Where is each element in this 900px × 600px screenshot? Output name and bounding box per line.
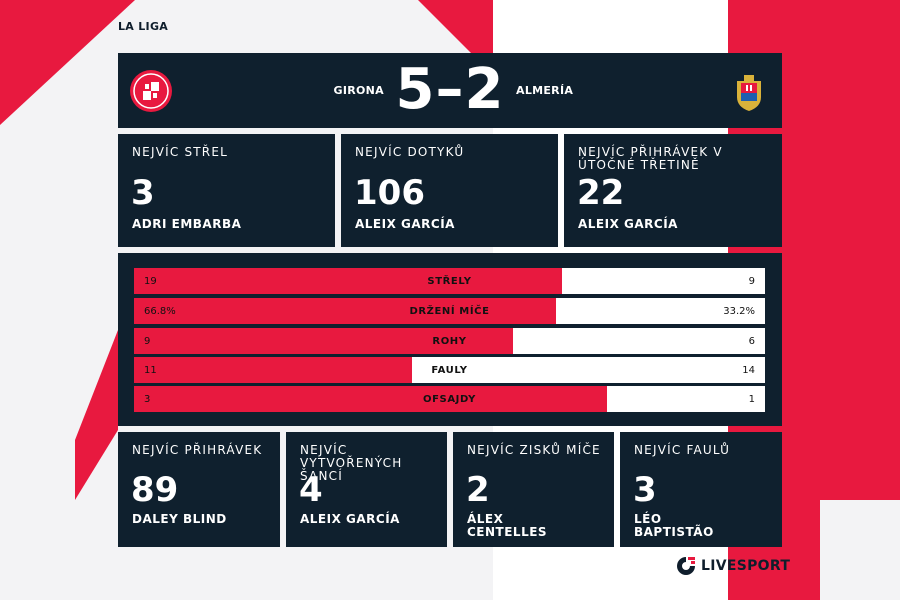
- match-score: 5–2: [395, 57, 505, 122]
- stat-name: DRŽENÍ MÍČE: [409, 306, 490, 317]
- card-player: LÉO BAPTISTÃO: [634, 512, 714, 539]
- stat-bar-fouls: 11 FAULY 14: [134, 357, 765, 383]
- brand-name: LIVESPORT: [701, 558, 791, 574]
- card-value: 3: [633, 470, 657, 510]
- card-label: NEJVÍC PŘIHRÁVEK V ÚTOČNÉ TŘETINĚ: [578, 145, 723, 172]
- card-player: ALEIX GARCÍA: [355, 217, 455, 231]
- stat-bar-offsides: 3 OFSAJDY 1: [134, 386, 765, 412]
- away-value: 33.2%: [723, 306, 755, 317]
- home-share-fill: [134, 386, 608, 412]
- home-value: 19: [144, 276, 157, 287]
- home-share-fill: [134, 328, 513, 354]
- livesport-logo-icon: [677, 557, 695, 575]
- stat-card-touches: NEJVÍC DOTYKŮ 106 ALEIX GARCÍA: [341, 134, 558, 247]
- stat-bar-shots: 19 STŘELY 9: [134, 268, 765, 294]
- card-player: ALEIX GARCÍA: [578, 217, 678, 231]
- almeria-crest-icon: [737, 75, 761, 111]
- card-value: 89: [131, 470, 179, 510]
- stat-card-final-third-passes: NEJVÍC PŘIHRÁVEK V ÚTOČNÉ TŘETINĚ 22 ALE…: [564, 134, 782, 247]
- card-label: NEJVÍC PŘIHRÁVEK: [132, 443, 263, 457]
- stat-name: ROHY: [432, 336, 467, 347]
- card-value: 106: [354, 173, 425, 213]
- home-share-fill: [134, 357, 412, 383]
- card-label: NEJVÍC STŘEL: [132, 145, 228, 159]
- card-label: NEJVÍC DOTYKŮ: [355, 145, 465, 159]
- away-value: 9: [748, 276, 755, 287]
- girona-crest-icon: [130, 70, 172, 112]
- home-value: 9: [144, 336, 151, 347]
- home-value: 11: [144, 365, 157, 376]
- away-team-name: ALMERÍA: [516, 84, 574, 97]
- home-share-fill: [134, 268, 563, 294]
- card-value: 4: [299, 470, 323, 510]
- card-value: 2: [466, 470, 490, 510]
- stat-card-shots: NEJVÍC STŘEL 3 ADRI EMBARBA: [118, 134, 335, 247]
- card-label: NEJVÍC VYTVOŘENÝCH ŠANCÍ: [300, 443, 403, 483]
- match-header: GIRONA 5–2 ALMERÍA: [118, 53, 782, 128]
- card-player: DALEY BLIND: [132, 512, 227, 526]
- stat-name: FAULY: [431, 365, 468, 376]
- stat-card-fouls: NEJVÍC FAULŮ 3 LÉO BAPTISTÃO: [620, 432, 782, 547]
- card-value: 22: [577, 173, 625, 213]
- stat-card-recoveries: NEJVÍC ZISKŮ MÍČE 2 ÁLEX CENTELLES: [453, 432, 614, 547]
- home-team-name: GIRONA: [333, 84, 384, 97]
- card-value: 3: [131, 173, 155, 213]
- stat-bar-possession: 66.8% DRŽENÍ MÍČE 33.2%: [134, 298, 765, 324]
- away-value: 14: [742, 365, 755, 376]
- stat-bar-corners: 9 ROHY 6: [134, 328, 765, 354]
- stat-card-passes: NEJVÍC PŘIHRÁVEK 89 DALEY BLIND: [118, 432, 280, 547]
- stat-card-chances-created: NEJVÍC VYTVOŘENÝCH ŠANCÍ 4 ALEIX GARCÍA: [286, 432, 447, 547]
- stat-name: STŘELY: [427, 276, 472, 287]
- stat-name: OFSAJDY: [422, 394, 476, 405]
- card-label: NEJVÍC ZISKŮ MÍČE: [467, 443, 601, 457]
- card-player: ADRI EMBARBA: [132, 217, 242, 231]
- team-stats-panel: 19 STŘELY 9 66.8% DRŽENÍ MÍČE 33.2% 9 RO…: [118, 253, 782, 426]
- home-value: 66.8%: [144, 306, 176, 317]
- home-value: 3: [144, 394, 151, 405]
- livesport-brand: LIVESPORT: [676, 556, 790, 576]
- away-value: 6: [748, 336, 755, 347]
- card-player: ÁLEX CENTELLES: [467, 512, 548, 539]
- home-share-fill: [134, 298, 556, 324]
- away-value: 1: [748, 394, 755, 405]
- card-player: ALEIX GARCÍA: [300, 512, 400, 526]
- league-title: LA LIGA: [118, 20, 169, 33]
- card-label: NEJVÍC FAULŮ: [634, 443, 731, 457]
